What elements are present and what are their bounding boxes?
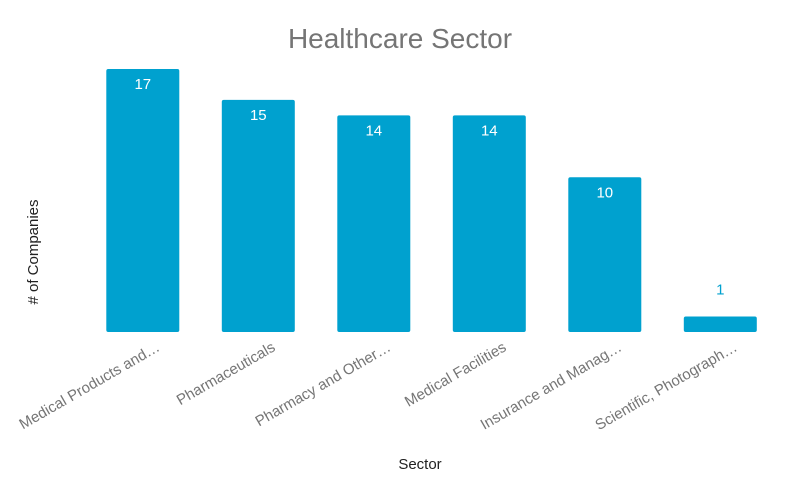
bar-value-label: 10 [596, 184, 613, 201]
bar-value-label: 17 [134, 76, 151, 93]
bars [106, 69, 757, 333]
bar [568, 177, 642, 332]
bar-value-label: 14 [365, 122, 382, 139]
bar [452, 115, 526, 333]
bar-value-label: 1 [716, 282, 724, 299]
y-axis-label: # of Companies [25, 199, 42, 304]
x-tick-label: Medical Facilities [402, 339, 509, 411]
value-labels: 17 15 14 14 10 1 [134, 76, 724, 299]
bar [106, 69, 180, 332]
x-tick-label: Pharmaceuticals [174, 339, 279, 409]
bar-value-label: 14 [481, 122, 498, 139]
chart-title: Healthcare Sector [288, 23, 512, 54]
bar [337, 115, 411, 333]
bar-value-label: 15 [250, 107, 267, 124]
x-axis-label: Sector [398, 456, 441, 473]
x-tick-labels: Medical Products and… PharmaceuticalsPhar… [16, 339, 740, 434]
x-tick-label: Medical Products and… [16, 339, 162, 433]
bar [221, 99, 295, 333]
bar [683, 316, 757, 332]
